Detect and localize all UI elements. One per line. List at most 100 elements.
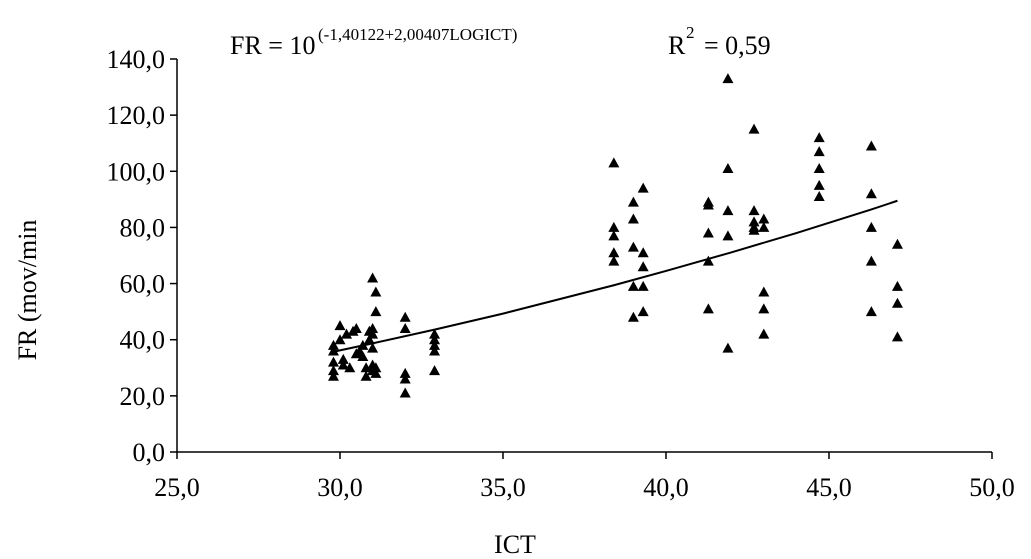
data-point (722, 73, 734, 84)
data-point (637, 306, 649, 317)
data-point (350, 322, 362, 333)
data-point (865, 221, 877, 232)
data-point (758, 213, 770, 224)
data-point (429, 328, 441, 339)
data-point (344, 362, 356, 373)
data-point (370, 306, 382, 317)
data-point (627, 196, 639, 207)
data-point (370, 367, 382, 378)
data-point (429, 334, 441, 345)
data-point (327, 365, 339, 376)
data-point (363, 325, 375, 336)
data-point (865, 306, 877, 317)
data-point (758, 303, 770, 314)
data-point (627, 241, 639, 252)
data-point (608, 255, 620, 266)
x-tick-label: 45,0 (806, 473, 852, 502)
data-point (813, 162, 825, 173)
data-point (637, 182, 649, 193)
data-point (399, 322, 411, 333)
y-tick-label: 60,0 (120, 270, 166, 299)
data-point (360, 370, 372, 381)
data-point (722, 162, 734, 173)
data-point (399, 373, 411, 384)
data-point (357, 351, 369, 362)
data-point (891, 297, 903, 308)
y-tick-label: 140,0 (107, 45, 166, 74)
data-point (608, 247, 620, 258)
data-point (813, 146, 825, 157)
data-point (758, 221, 770, 232)
data-point (627, 213, 639, 224)
data-point (399, 367, 411, 378)
x-tick-label: 50,0 (969, 473, 1015, 502)
data-point (429, 365, 441, 376)
data-point (341, 328, 353, 339)
data-point (702, 303, 714, 314)
data-point (813, 179, 825, 190)
data-point (608, 221, 620, 232)
x-tick-label: 40,0 (643, 473, 689, 502)
x-tick-label: 25,0 (154, 473, 200, 502)
data-point (627, 280, 639, 291)
r-squared: R (668, 31, 686, 60)
x-axis-label: ICT (494, 530, 536, 559)
data-point (429, 345, 441, 356)
data-point (637, 247, 649, 258)
data-point (370, 362, 382, 373)
data-point (337, 359, 349, 370)
equation: FR = 10 (230, 31, 315, 60)
data-point (627, 311, 639, 322)
x-tick-label: 30,0 (317, 473, 363, 502)
data-point (370, 286, 382, 297)
y-tick-label: 100,0 (107, 157, 166, 186)
data-point (360, 362, 372, 373)
data-point (748, 123, 760, 134)
data-point (891, 280, 903, 291)
data-point (758, 286, 770, 297)
data-point (748, 224, 760, 235)
r-squared-value: = 0,59 (704, 31, 771, 60)
data-point (429, 339, 441, 350)
data-point (637, 261, 649, 272)
data-point (748, 216, 760, 227)
y-axis-label: FR (mov/min (13, 220, 42, 361)
x-tick-label: 35,0 (480, 473, 526, 502)
data-point (367, 342, 379, 353)
r-squared-exponent: 2 (686, 23, 695, 42)
data-point (702, 199, 714, 210)
data-point (367, 272, 379, 283)
data-point (702, 255, 714, 266)
y-tick-label: 20,0 (120, 382, 166, 411)
data-point (327, 345, 339, 356)
data-point (813, 191, 825, 202)
data-point (865, 188, 877, 199)
data-point (399, 387, 411, 398)
data-point (608, 230, 620, 241)
data-point (891, 238, 903, 249)
data-point (334, 320, 346, 331)
data-point (722, 342, 734, 353)
data-point (891, 331, 903, 342)
data-point (608, 157, 620, 168)
data-point (722, 205, 734, 216)
y-tick-label: 80,0 (120, 213, 166, 242)
data-point (327, 370, 339, 381)
data-point (637, 280, 649, 291)
data-point (813, 132, 825, 143)
data-point (758, 328, 770, 339)
y-tick-label: 120,0 (107, 101, 166, 130)
y-tick-label: 40,0 (120, 326, 166, 355)
data-point (748, 205, 760, 216)
data-point (363, 334, 375, 345)
data-point (722, 230, 734, 241)
data-point (334, 334, 346, 345)
data-point (702, 227, 714, 238)
data-point (327, 339, 339, 350)
data-point (327, 356, 339, 367)
data-point (337, 353, 349, 364)
data-point (865, 140, 877, 151)
equation-exponent: (-1,40122+2,00407LOGICT) (318, 25, 517, 44)
data-point (399, 311, 411, 322)
